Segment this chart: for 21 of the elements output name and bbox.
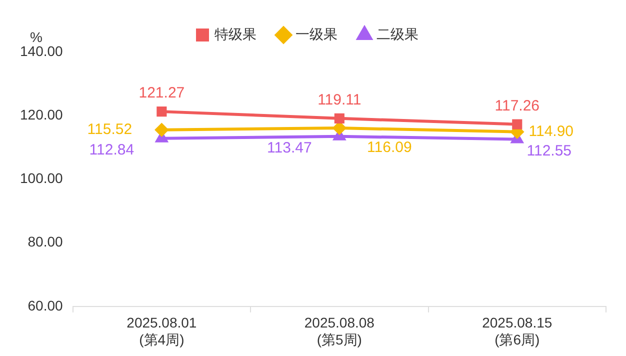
- y-tick-label: 80.00: [28, 234, 64, 250]
- legend-label: 二级果: [376, 26, 418, 42]
- data-label: 117.26: [494, 97, 540, 114]
- legend-label: 特级果: [214, 26, 256, 42]
- y-tick-label: 140.00: [20, 42, 64, 59]
- x-tick-label: 2025.08.01 (第4周): [126, 314, 197, 348]
- y-tick-label: 60.00: [28, 297, 64, 314]
- data-label: 112.55: [526, 142, 572, 160]
- data-label: 112.84: [89, 142, 134, 159]
- y-tick-label: 120.00: [20, 106, 64, 122]
- data-label: 116.09: [367, 139, 412, 156]
- data-label: 113.47: [267, 140, 312, 157]
- data-label: 119.11: [318, 92, 362, 109]
- data-label: 114.90: [528, 122, 574, 140]
- data-label: 115.52: [87, 120, 132, 138]
- legend-label: 一级果: [296, 26, 338, 42]
- x-tick-label: 2025.08.08 (第5周): [304, 314, 375, 348]
- x-tick-label: 2025.08.15 (第6周): [482, 314, 552, 348]
- data-label: 121.27: [138, 84, 185, 102]
- y-tick-label: 100.00: [20, 170, 64, 186]
- y-axis-title: %: [30, 28, 42, 45]
